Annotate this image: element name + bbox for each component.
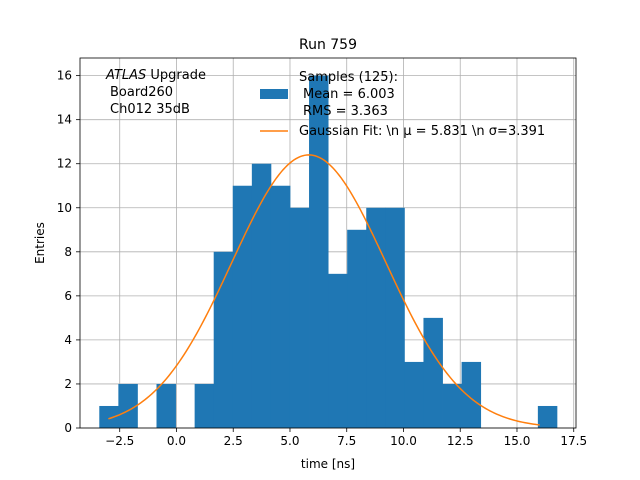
histogram-bar: [423, 317, 443, 428]
y-tick-label: 16: [57, 69, 72, 83]
legend: Samples (125): Mean = 6.003 RMS = 3.363 …: [260, 70, 545, 139]
histogram-bar: [289, 207, 310, 428]
histogram-bar: [156, 383, 176, 428]
y-tick-label: 14: [57, 113, 72, 127]
histogram-bar: [99, 405, 119, 428]
legend-histogram-line-2: Mean = 6.003: [303, 87, 395, 102]
histogram-bar: [404, 361, 424, 428]
x-tick-label: 17.5: [560, 434, 587, 448]
atlas-annotation: ATLAS Upgrade Board260 Ch012 35dB: [105, 68, 206, 117]
x-tick-label: 0.0: [167, 434, 186, 448]
histogram-bar: [366, 207, 386, 428]
y-tick-label: 10: [57, 201, 72, 215]
chart-title: Run 759: [299, 37, 357, 53]
x-tick-label: 15.0: [504, 434, 531, 448]
y-axis-ticks: 0 2 4 6 8 10 12 14 16: [57, 69, 80, 435]
annotation-line-1: ATLAS Upgrade: [105, 68, 206, 83]
plot-frame: [79, 57, 577, 429]
histogram-bar: [118, 383, 138, 428]
histogram-bar: [194, 383, 215, 428]
histogram-bar: [251, 163, 272, 428]
x-tick-label: 5.0: [280, 434, 299, 448]
y-tick-label: 4: [64, 333, 72, 347]
annotation-experiment: ATLAS: [105, 68, 146, 83]
histogram-bar: [461, 361, 482, 428]
x-axis-ticks: −2.5 0.0 2.5 5.0 7.5 10.0 12.5 15.0 17.5: [105, 428, 587, 448]
x-tick-label: 12.5: [447, 434, 474, 448]
x-tick-label: 2.5: [224, 434, 243, 448]
annotation-upgrade: Upgrade: [146, 68, 206, 83]
fit-curve: [108, 154, 540, 426]
histogram-bar: [270, 185, 291, 428]
histogram-bar: [385, 207, 405, 428]
legend-swatch-histogram: [260, 89, 288, 99]
annotation-line-3: Ch012 35dB: [110, 102, 190, 117]
x-tick-label: 10.0: [390, 434, 417, 448]
y-tick-label: 6: [64, 289, 72, 303]
histogram-bar: [328, 273, 348, 428]
histogram-bar: [213, 251, 234, 428]
histogram-bar: [537, 405, 558, 428]
y-tick-label: 8: [64, 245, 72, 259]
gaussian-fit: [108, 154, 540, 426]
legend-fit-label: Gaussian Fit: \n μ = 5.831 \n σ=3.391: [299, 124, 545, 139]
histogram-bar: [442, 383, 462, 428]
histogram-bar: [232, 185, 253, 428]
y-tick-label: 0: [64, 421, 72, 435]
y-axis-label: Entries: [33, 222, 47, 264]
x-axis-label: time [ns]: [301, 457, 355, 471]
histogram-bars: [99, 75, 558, 428]
y-tick-label: 12: [57, 157, 72, 171]
histogram-bar: [347, 229, 367, 428]
histogram-bar: [309, 75, 329, 428]
x-tick-label: −2.5: [105, 434, 134, 448]
x-tick-label: 7.5: [337, 434, 356, 448]
legend-histogram-line-3: RMS = 3.363: [303, 104, 388, 119]
annotation-line-2: Board260: [110, 85, 173, 100]
y-tick-label: 2: [64, 377, 72, 391]
legend-histogram-line-1: Samples (125):: [299, 70, 398, 85]
